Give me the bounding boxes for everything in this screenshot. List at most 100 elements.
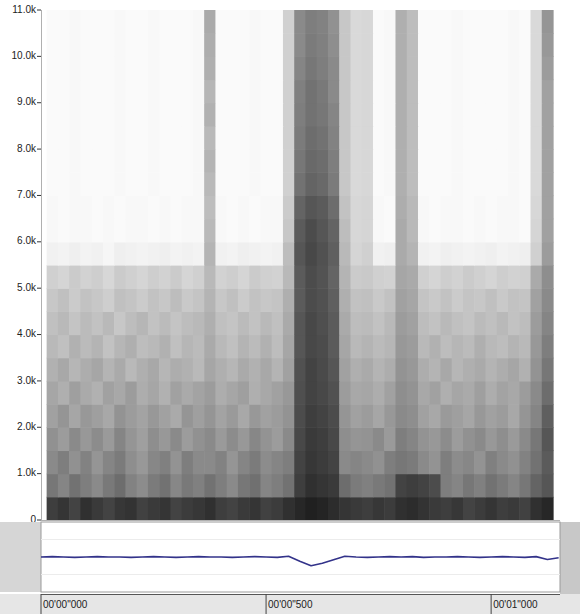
spectrogram-cell [452,427,464,451]
spectrogram-cell [80,195,92,219]
spectrogram-cell [170,265,182,289]
spectrogram-cell [418,404,430,428]
spectrogram-cell [373,358,385,382]
spectrogram-cell [339,404,351,428]
spectrogram-cell [204,311,216,335]
spectrogram-cell [362,195,374,219]
spectrogram-cell [80,288,92,312]
spectrogram-cell [508,288,520,312]
spectrogram-cell [395,497,407,520]
spectrogram-cell [283,80,295,104]
spectrogram-cell [474,80,486,104]
spectrogram-cell [92,80,104,104]
spectrogram-cell [114,126,126,150]
spectrogram-cell [92,311,104,335]
spectrogram-cell [373,149,385,173]
spectrogram-cell [69,10,81,34]
spectrogram-cell [407,358,419,382]
spectrogram-cell [531,404,543,428]
spectrogram-cell [204,149,216,173]
spectrogram-cell [272,497,284,520]
spectrogram-cell [542,450,554,474]
spectrogram-cell [452,404,464,428]
spectrogram-cell [215,56,227,80]
spectrogram-cell [47,172,59,196]
spectrogram-cell [474,10,486,34]
spectrogram-cell [350,103,362,127]
spectrogram-cell [508,80,520,104]
spectrogram-cell [440,10,452,34]
spectrogram-cell [350,288,362,312]
spectrogram-cell [69,80,81,104]
spectrogram-cell [103,103,115,127]
spectrogram-cell [452,265,464,289]
spectrogram-cell [58,381,70,405]
spectrogram-cell [486,10,498,34]
spectrogram-cell [182,381,194,405]
spectrogram-cell [317,149,329,173]
spectrogram-cell [227,10,239,34]
spectrogram-cell [204,103,216,127]
spectrogram-cell [305,33,317,57]
spectrogram-cell [182,358,194,382]
spectrogram-cell [125,311,137,335]
x-tick-label: 00'00"500 [268,599,313,610]
spectrogram-cell [215,172,227,196]
spectrogram-cell [103,10,115,34]
spectrogram-cell [137,80,149,104]
spectrogram-cell [137,358,149,382]
spectrogram-cell [58,335,70,359]
x-tick-label: 00'01"000 [493,599,538,610]
spectrogram-cell [384,474,396,498]
spectrogram-cell [114,80,126,104]
spectrogram-cell [114,242,126,266]
spectrogram-cell [373,126,385,150]
spectrogram-cell [227,381,239,405]
spectrogram-cell [339,381,351,405]
y-tick-label: 7.0k [17,189,37,200]
spectrogram-cell [395,427,407,451]
spectrogram-cell [137,404,149,428]
y-tick-label: 9.0k [17,96,37,107]
spectrogram-cell [58,172,70,196]
spectrogram-cell [204,195,216,219]
spectrogram-cell [47,381,59,405]
spectrogram-cell [542,33,554,57]
spectrogram-cell [114,56,126,80]
spectrogram-cell [373,172,385,196]
spectrogram-cell [328,404,340,428]
spectrogram-cell [80,358,92,382]
spectrogram-cell [294,474,306,498]
spectrogram-cell [125,10,137,34]
spectrogram-cell [193,219,205,243]
spectrogram-cell [227,265,239,289]
spectrogram-cell [362,335,374,359]
spectrogram-cell [283,450,295,474]
spectrogram-cell [159,56,171,80]
spectrogram-cell [350,33,362,57]
spectrogram-cell [249,80,261,104]
spectrogram-cell [193,242,205,266]
spectrogram-cell [339,358,351,382]
spectrogram-cell [339,288,351,312]
spectrogram-cell [249,450,261,474]
spectrogram-cell [542,219,554,243]
spectrogram-cell [159,80,171,104]
spectrogram-cell [531,219,543,243]
spectrogram-cell [317,172,329,196]
x-tick [491,594,492,614]
spectrogram-cell [519,474,531,498]
spectrogram-cell [159,219,171,243]
spectrogram-cell [249,497,261,520]
spectrogram-cell [328,195,340,219]
spectrogram-cell [249,10,261,34]
spectrogram-cell [159,195,171,219]
spectrogram-cell [486,358,498,382]
spectrogram-cell [497,381,509,405]
spectrogram-cell [384,450,396,474]
spectrogram-cell [170,427,182,451]
spectrogram-cell [193,474,205,498]
spectrogram-cell [137,265,149,289]
spectrogram-cell [69,288,81,312]
spectrogram-cell [418,242,430,266]
